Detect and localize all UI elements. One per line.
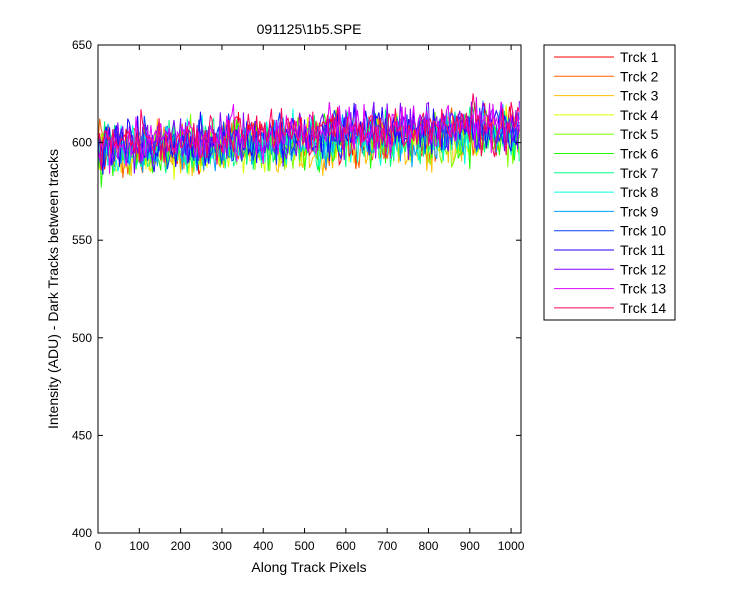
x-tick-label: 400 xyxy=(253,539,273,553)
legend: Trck 1 Trck 2 Trck 3 Trck 4 Trck 5 Trck 6 Trck… xyxy=(543,44,676,321)
legend-label-8: Trck 8 xyxy=(620,184,659,200)
y-axis-label: Intensity (ADU) - Dark Tracks between tr… xyxy=(45,149,61,429)
x-tick-label: 100 xyxy=(129,539,149,553)
x-tick-label: 600 xyxy=(336,539,356,553)
legend-label-1: Trck 1 xyxy=(620,49,659,65)
legend-label-10: Trck 10 xyxy=(620,223,666,239)
x-tick-label: 700 xyxy=(377,539,397,553)
y-tick-label: 600 xyxy=(72,136,92,150)
legend-box xyxy=(543,44,676,321)
y-axis: 400 450 500 550 600 650 xyxy=(72,38,521,540)
y-tick-label: 450 xyxy=(72,428,92,442)
series-line-13 xyxy=(98,96,520,174)
x-tick-label: 300 xyxy=(212,539,232,553)
legend-label-3: Trck 3 xyxy=(620,88,659,104)
legend-label-14: Trck 14 xyxy=(620,300,666,316)
legend-label-6: Trck 6 xyxy=(620,146,659,162)
y-tick-label: 500 xyxy=(72,331,92,345)
legend-label-4: Trck 4 xyxy=(620,107,659,123)
legend-label-2: Trck 2 xyxy=(620,68,659,84)
legend-label-9: Trck 9 xyxy=(620,203,659,219)
y-tick-label: 400 xyxy=(72,526,92,540)
legend-label-12: Trck 12 xyxy=(620,261,666,277)
x-tick-label: 200 xyxy=(171,539,191,553)
series-layer xyxy=(98,93,520,188)
x-tick-label: 1000 xyxy=(498,539,525,553)
legend-label-13: Trck 13 xyxy=(620,281,666,297)
x-axis: 0 100 200 300 400 500 600 700 800 900 1000 xyxy=(95,45,525,553)
series-line-14 xyxy=(98,93,520,171)
x-axis-label: Along Track Pixels xyxy=(251,559,366,575)
legend-label-11: Trck 11 xyxy=(620,242,665,258)
plot-border xyxy=(97,44,522,534)
legend-label-5: Trck 5 xyxy=(620,126,659,142)
legend-label-7: Trck 7 xyxy=(620,165,659,181)
x-tick-label: 800 xyxy=(418,539,438,553)
chart-title: 091125\1b5.SPE xyxy=(257,21,362,37)
y-tick-label: 550 xyxy=(72,233,92,247)
y-tick-label: 650 xyxy=(72,38,92,52)
x-tick-label: 500 xyxy=(295,539,315,553)
x-tick-label: 0 xyxy=(95,539,102,553)
x-tick-label: 900 xyxy=(460,539,480,553)
